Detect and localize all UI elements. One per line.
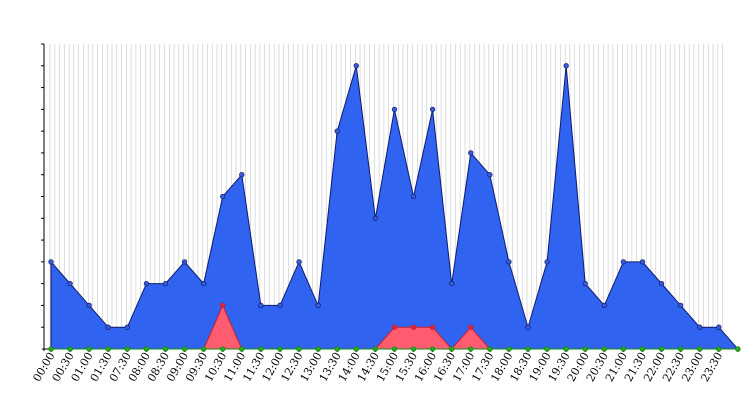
- series-1-point: [391, 106, 398, 113]
- series-1-point: [353, 63, 359, 69]
- series-3-point: [563, 346, 569, 352]
- series-3-point: [449, 346, 455, 352]
- series-3-point: [716, 346, 722, 352]
- series-2-point: [429, 324, 436, 330]
- series-3-point: [105, 346, 111, 352]
- series-2-point: [220, 302, 226, 309]
- series-1-point: [639, 259, 646, 265]
- series-3-point: [296, 346, 302, 352]
- series-1-point: [697, 324, 703, 330]
- series-1-point: [296, 259, 302, 265]
- series-3-point: [277, 346, 283, 352]
- series-3-point: [67, 346, 73, 352]
- series-3-point: [544, 346, 550, 352]
- series-1-point: [544, 259, 550, 265]
- series-1-point: [716, 324, 722, 330]
- series-3-point: [677, 346, 684, 352]
- series-1-point: [124, 324, 130, 330]
- series-1-point: [86, 302, 92, 309]
- series-1-point: [334, 128, 340, 134]
- series-3-point: [48, 346, 54, 352]
- series-3-point: [468, 346, 474, 352]
- series-2-point: [468, 324, 474, 330]
- series-1-point: [258, 302, 264, 309]
- series-3-point: [429, 346, 436, 352]
- series-1-point: [239, 172, 245, 178]
- series-1-point: [162, 280, 169, 287]
- series-3-point: [239, 346, 245, 352]
- series-1-point: [48, 259, 54, 265]
- series-3-point: [506, 346, 512, 352]
- series-1-point: [315, 302, 321, 309]
- series-1-point: [372, 215, 379, 221]
- series-1-point: [468, 150, 474, 156]
- series-3-point: [181, 346, 188, 352]
- series-1-point: [449, 280, 455, 287]
- series-3-point: [487, 346, 493, 352]
- series-1-point: [277, 302, 283, 309]
- series-1-point: [429, 106, 436, 113]
- series-3-point: [410, 346, 417, 352]
- series-1-point: [506, 259, 512, 265]
- series-1-point: [677, 302, 684, 309]
- series-2-point: [391, 324, 398, 330]
- series-3-point: [334, 346, 340, 352]
- series-1-point: [601, 302, 607, 309]
- series-1-point: [143, 280, 150, 287]
- series-3-point: [525, 346, 531, 352]
- series-1-point: [220, 193, 226, 200]
- series-1-point: [67, 280, 73, 287]
- series-1-point: [563, 63, 569, 69]
- series-3-point: [372, 346, 379, 352]
- series-3-point: [220, 346, 226, 352]
- series-3-point: [391, 346, 398, 352]
- series-1-point: [582, 280, 588, 287]
- series-1-point: [105, 324, 111, 330]
- series-3-point: [258, 346, 264, 352]
- series-markers: [48, 63, 741, 352]
- series-1-point: [525, 324, 531, 330]
- series-1-point: [658, 280, 665, 287]
- series-3-point: [620, 346, 627, 352]
- series-2-point: [410, 324, 417, 330]
- series-3-point: [735, 346, 741, 352]
- series-3-point: [143, 346, 150, 352]
- series-3-point: [582, 346, 588, 352]
- series-3-point: [658, 346, 665, 352]
- series-3-point: [162, 346, 169, 352]
- series-3-point: [200, 346, 207, 352]
- series-3-point: [124, 346, 130, 352]
- series-3-point: [697, 346, 703, 352]
- series-1-point: [410, 193, 417, 200]
- series-1-point: [181, 259, 188, 265]
- series-1-point: [487, 172, 493, 178]
- series-3-point: [315, 346, 321, 352]
- series-1-point: [200, 280, 207, 287]
- series-3-point: [601, 346, 607, 352]
- series-3-point: [86, 346, 92, 352]
- series-1-point: [620, 259, 627, 265]
- series-3-point: [639, 346, 646, 352]
- series-3-point: [353, 346, 359, 352]
